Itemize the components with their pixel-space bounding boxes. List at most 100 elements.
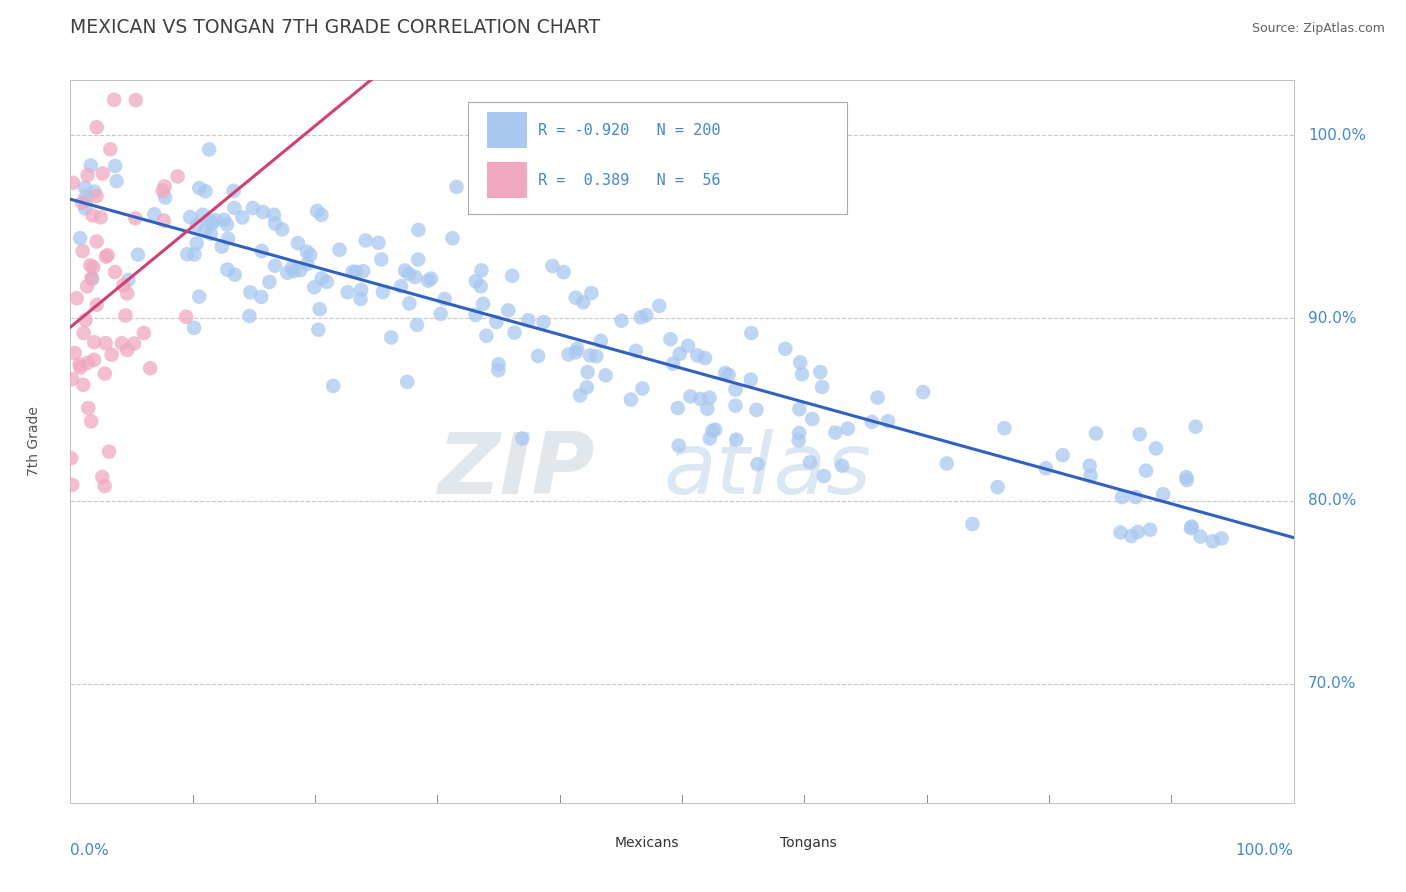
Point bbox=[60, 478, 83, 492]
Point bbox=[394, 263, 416, 277]
Point bbox=[406, 318, 429, 332]
Point bbox=[201, 217, 224, 231]
Point bbox=[238, 309, 260, 323]
Point bbox=[222, 184, 245, 198]
Point bbox=[224, 268, 246, 282]
Point bbox=[725, 433, 748, 447]
Point bbox=[704, 423, 727, 437]
Point bbox=[264, 217, 287, 231]
Point bbox=[73, 202, 96, 216]
Point bbox=[307, 204, 329, 219]
Point bbox=[97, 248, 120, 262]
Point bbox=[77, 401, 100, 415]
Point bbox=[283, 264, 305, 278]
Point bbox=[194, 184, 217, 198]
Point bbox=[179, 210, 201, 224]
Point bbox=[486, 363, 509, 377]
Point bbox=[569, 388, 592, 402]
Point bbox=[124, 211, 146, 226]
Point bbox=[912, 385, 935, 400]
Point bbox=[636, 308, 658, 322]
Text: MEXICAN VS TONGAN 7TH GRADE CORRELATION CHART: MEXICAN VS TONGAN 7TH GRADE CORRELATION … bbox=[70, 18, 600, 37]
Point bbox=[176, 247, 198, 261]
Point bbox=[76, 168, 98, 182]
FancyBboxPatch shape bbox=[742, 831, 772, 855]
Point bbox=[186, 218, 208, 232]
Text: atlas: atlas bbox=[664, 429, 872, 512]
Point bbox=[831, 458, 853, 473]
Point bbox=[631, 382, 654, 396]
Point bbox=[75, 313, 97, 327]
Text: 7th Grade: 7th Grade bbox=[27, 407, 41, 476]
Point bbox=[581, 286, 603, 301]
Point bbox=[76, 356, 98, 370]
Point bbox=[112, 278, 135, 293]
Point bbox=[1085, 426, 1108, 441]
Point bbox=[429, 307, 451, 321]
Point bbox=[962, 516, 984, 531]
Point bbox=[194, 224, 217, 238]
Point bbox=[517, 313, 540, 327]
Point bbox=[86, 235, 108, 249]
Point bbox=[1052, 448, 1074, 462]
Point bbox=[1202, 534, 1225, 549]
Point bbox=[93, 479, 115, 493]
Point bbox=[104, 265, 127, 279]
Point bbox=[470, 279, 492, 293]
Point bbox=[354, 234, 377, 248]
Point bbox=[82, 208, 104, 222]
Point bbox=[295, 257, 318, 271]
Point bbox=[475, 328, 498, 343]
Point bbox=[699, 391, 721, 405]
Point bbox=[398, 267, 420, 281]
Point bbox=[866, 391, 889, 405]
Point bbox=[789, 355, 811, 369]
Point bbox=[389, 279, 412, 293]
Point bbox=[111, 336, 134, 351]
Point bbox=[250, 244, 273, 258]
Point bbox=[217, 262, 239, 277]
Point bbox=[404, 270, 426, 285]
Point bbox=[302, 280, 325, 294]
Point bbox=[787, 425, 810, 440]
Point bbox=[264, 259, 287, 273]
Point bbox=[72, 244, 94, 259]
Point bbox=[250, 290, 273, 304]
Point bbox=[433, 292, 456, 306]
Point bbox=[139, 361, 162, 376]
Text: 0.0%: 0.0% bbox=[70, 843, 110, 857]
Point bbox=[73, 326, 96, 340]
Point bbox=[79, 259, 101, 273]
Point bbox=[315, 275, 337, 289]
Point bbox=[877, 414, 900, 428]
FancyBboxPatch shape bbox=[488, 112, 527, 148]
Point bbox=[60, 451, 83, 466]
Point bbox=[579, 348, 602, 362]
Point bbox=[472, 297, 495, 311]
Point bbox=[103, 93, 125, 107]
Point bbox=[224, 201, 246, 215]
Point bbox=[676, 339, 699, 353]
Point bbox=[94, 336, 117, 351]
Point bbox=[686, 348, 709, 362]
Point bbox=[1184, 419, 1206, 434]
Point bbox=[307, 323, 329, 337]
Point bbox=[91, 470, 114, 484]
Point bbox=[702, 424, 724, 438]
Point bbox=[1080, 468, 1102, 483]
Point bbox=[80, 414, 103, 428]
Point bbox=[174, 310, 197, 324]
Point bbox=[717, 368, 740, 382]
Point bbox=[441, 231, 464, 245]
Point bbox=[342, 265, 364, 279]
Point bbox=[295, 244, 318, 259]
Point bbox=[336, 285, 359, 300]
Point bbox=[1135, 464, 1157, 478]
Point bbox=[197, 213, 219, 227]
Point bbox=[94, 250, 117, 264]
Point bbox=[76, 279, 98, 293]
Point bbox=[610, 314, 633, 328]
Point bbox=[396, 375, 419, 389]
Point bbox=[406, 252, 429, 267]
Point bbox=[299, 248, 322, 262]
